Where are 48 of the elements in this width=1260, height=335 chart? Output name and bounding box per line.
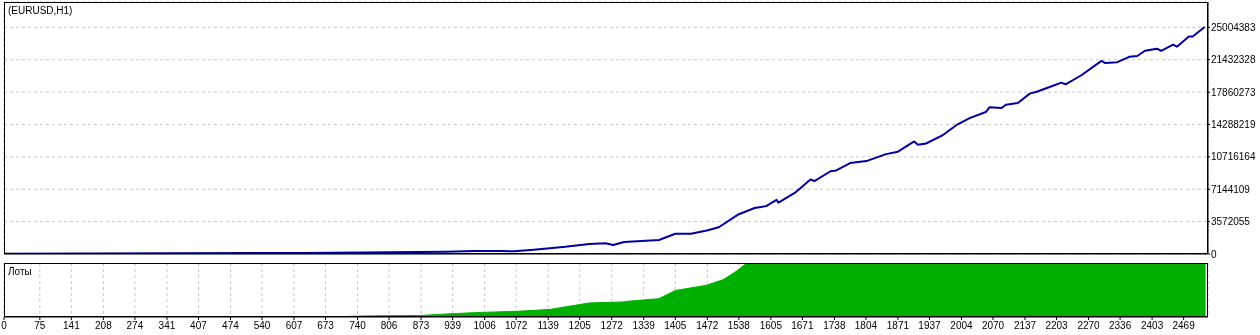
x-tick-label: 939 [444, 320, 462, 332]
x-tick-label: 1339 [632, 320, 656, 332]
x-tick-label: 1937 [918, 320, 942, 332]
x-tick-label: 607 [285, 320, 303, 332]
x-tick-label: 740 [349, 320, 367, 332]
x-tick-label: 0 [1, 320, 8, 332]
x-tick-label: 2137 [1013, 320, 1037, 332]
x-tick-label: 407 [190, 320, 208, 332]
x-tick-label: 474 [222, 320, 240, 332]
x-tick-label: 141 [63, 320, 81, 332]
x-tick-label: 274 [126, 320, 144, 332]
y-tick-label: 21432328 [1211, 54, 1256, 66]
y-tick-label: 0 [1211, 248, 1217, 260]
x-tick-label: 1472 [696, 320, 719, 332]
y-tick-label: 10716164 [1211, 151, 1256, 163]
x-tick-label: 806 [380, 320, 398, 332]
x-tick-label: 1072 [505, 320, 528, 332]
y-tick-label: 17860273 [1211, 86, 1256, 98]
x-tick-label: 208 [95, 320, 113, 332]
x-tick-label: 873 [412, 320, 430, 332]
x-tick-label: 1871 [886, 320, 910, 332]
x-tick-label: 2270 [1077, 320, 1101, 332]
x-tick-label: 2403 [1140, 320, 1164, 332]
chart-title: Лоты [8, 266, 32, 277]
x-tick-label: 1272 [600, 320, 624, 332]
x-tick-label: 1605 [759, 320, 783, 332]
x-tick-label: 75 [34, 320, 46, 332]
x-tick-label: 1006 [473, 320, 497, 332]
x-tick-label: 1671 [791, 320, 814, 332]
x-tick-label: 673 [317, 320, 335, 332]
x-tick-label: 1205 [568, 320, 592, 332]
y-tick-label: 25004383 [1211, 21, 1256, 33]
y-tick-label: 14288219 [1211, 119, 1256, 131]
x-tick-label: 1405 [664, 320, 687, 332]
x-tick-label: 2336 [1108, 320, 1132, 332]
x-tick-label: 1804 [854, 320, 878, 332]
x-tick-label: 1139 [537, 320, 560, 332]
x-tick-label: 2004 [950, 320, 974, 332]
x-tick-label: 1738 [823, 320, 846, 332]
chart-title: (EURUSD,H1) [8, 5, 73, 16]
x-tick-label: 341 [158, 320, 176, 332]
x-tick-label: 2469 [1172, 320, 1196, 332]
y-tick-label: 7144109 [1211, 183, 1251, 195]
x-tick-label: 540 [253, 320, 271, 332]
x-tick-label: 2203 [1045, 320, 1069, 332]
x-tick-label: 2070 [981, 320, 1005, 332]
y-tick-label: 3572055 [1211, 216, 1251, 228]
x-tick-label: 1538 [727, 320, 751, 332]
